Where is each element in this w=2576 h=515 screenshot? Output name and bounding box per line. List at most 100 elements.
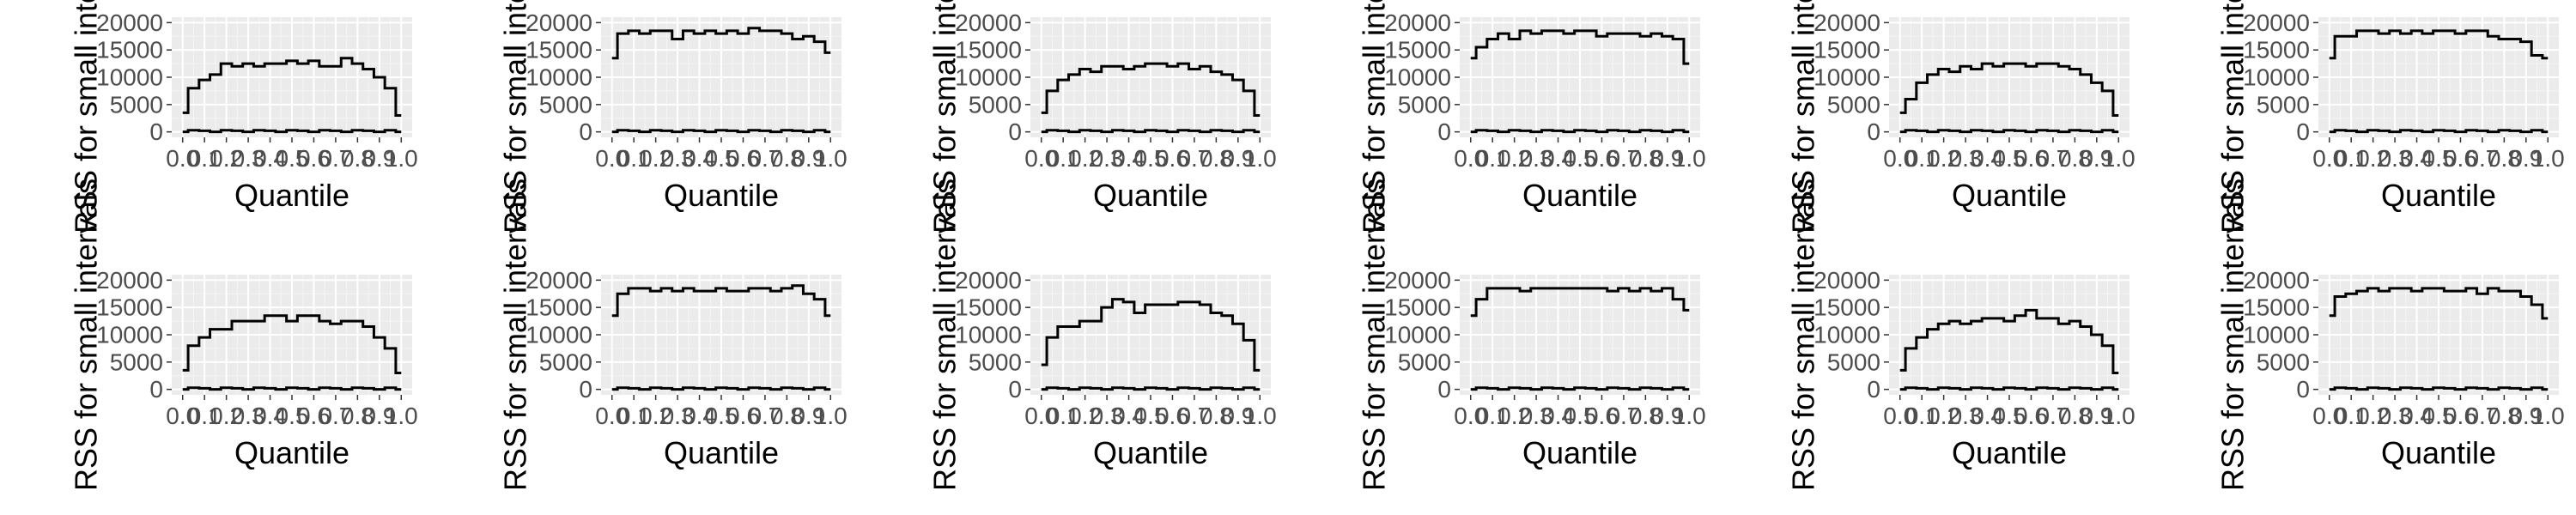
y-tick-label: 5000 [2257, 91, 2310, 118]
y-tick-label: 10000 [96, 64, 163, 91]
x-tick-label: 0.6 [2444, 145, 2477, 172]
y-tick-label: 0 [1008, 118, 1022, 145]
x-tick-label: 0.7 [748, 403, 781, 429]
x-tick-label: 0.5 [1564, 145, 1597, 172]
x-tick-label: 0.7 [2465, 403, 2499, 429]
y-tick-label: 15000 [1384, 294, 1451, 321]
x-tick-label: 0.2 [2356, 403, 2390, 429]
x-tick-label: 0.3 [1091, 145, 1124, 172]
x-tick-label: 0.3 [1520, 145, 1553, 172]
x-tick-label: 0.8 [2488, 145, 2521, 172]
y-tick-label: 10000 [955, 322, 1022, 348]
x-axis-title: Quantile [234, 178, 349, 213]
x-tick-label: 0.1 [2335, 145, 2368, 172]
x-tick-label: 0.1 [2335, 403, 2368, 429]
y-tick-label: 5000 [1398, 91, 1451, 118]
y-tick-label: 15000 [526, 294, 592, 321]
series-line-2 [1899, 129, 2119, 134]
x-tick-label: 0.1 [1476, 403, 1510, 429]
x-tick-label: 0.9 [1221, 145, 1255, 172]
y-axis-title: RSS for small intervals [69, 179, 104, 491]
x-tick-label: 0.4 [683, 403, 716, 429]
x-tick-label: 0.5 [2422, 145, 2456, 172]
y-tick-label: 20000 [526, 267, 592, 294]
x-tick-label: 1.0 [1243, 145, 1277, 172]
x-tick-label: 0.2 [1927, 145, 1960, 172]
y-tick-label: 20000 [1384, 267, 1451, 294]
x-tick-label: 0.3 [661, 403, 695, 429]
x-axis-title: Quantile [1952, 178, 2067, 213]
x-tick-label: 0.7 [2036, 403, 2069, 429]
x-tick-label: 0.7 [748, 145, 781, 172]
series-line-2 [2329, 386, 2549, 391]
y-tick-label: 10000 [96, 322, 163, 348]
x-tick-label: 0.9 [362, 403, 396, 429]
series-line-1 [1899, 62, 2119, 118]
x-tick-label: 0.3 [661, 145, 695, 172]
y-tick-label: 0 [1867, 376, 1880, 403]
y-tick-label: 10000 [2243, 64, 2310, 91]
x-tick-label: 0.1 [617, 403, 651, 429]
series-line-2 [1470, 129, 1690, 134]
x-tick-label: 0.5 [2422, 403, 2456, 429]
chart-panel-11: 050001000015000200000.00.10.20.30.40.50.… [1786, 179, 2136, 491]
x-tick-label: 0.3 [232, 145, 265, 172]
y-axis-title: RSS for small intervals [69, 0, 104, 233]
x-tick-label: 0.4 [2400, 145, 2433, 172]
x-axis-title: Quantile [2381, 435, 2496, 470]
x-tick-label: 1.0 [814, 403, 848, 429]
x-tick-label: 0.5 [705, 145, 738, 172]
x-tick-label: 0.8 [2058, 145, 2092, 172]
y-axis-title: RSS for small intervals [1786, 179, 1821, 491]
x-tick-label: 1.0 [2102, 403, 2136, 429]
x-tick-label: 0.8 [1200, 403, 1233, 429]
y-tick-label: 20000 [526, 9, 592, 36]
y-tick-label: 0 [2296, 376, 2310, 403]
y-tick-label: 20000 [955, 9, 1022, 36]
x-axis-title: Quantile [1093, 435, 1208, 470]
x-tick-label: 0.2 [2356, 145, 2390, 172]
x-tick-label: 0.2 [1927, 403, 1960, 429]
series-line-1 [182, 57, 402, 118]
x-tick-label: 0.0 [595, 403, 629, 429]
x-axis-title: Quantile [1522, 178, 1637, 213]
series-line-2 [611, 129, 831, 134]
x-axis-title: Quantile [664, 178, 779, 213]
y-tick-label: 5000 [110, 348, 163, 375]
y-tick-label: 10000 [1384, 64, 1451, 91]
x-tick-label: 0.9 [2080, 145, 2113, 172]
chart-panel-3: 050001000015000200000.00.10.20.30.40.50.… [927, 0, 1277, 233]
y-tick-label: 20000 [955, 267, 1022, 294]
y-tick-label: 15000 [955, 294, 1022, 321]
x-tick-label: 0.6 [297, 403, 331, 429]
y-tick-label: 15000 [2243, 37, 2310, 64]
x-tick-label: 0.4 [1541, 145, 1575, 172]
y-tick-label: 20000 [1814, 9, 1880, 36]
chart-panels: 050001000015000200000.00.10.20.30.40.50.… [69, 0, 2565, 491]
x-tick-label: 1.0 [814, 145, 848, 172]
series-line-2 [1470, 386, 1690, 391]
x-axis-title: Quantile [2381, 178, 2496, 213]
y-tick-label: 5000 [1398, 348, 1451, 375]
x-tick-label: 0.0 [166, 403, 199, 429]
y-tick-label: 15000 [526, 37, 592, 64]
x-tick-label: 0.4 [1112, 403, 1145, 429]
chart-panel-7: 050001000015000200000.00.10.20.30.40.50.… [69, 179, 418, 491]
y-tick-label: 10000 [1814, 322, 1880, 348]
y-tick-label: 0 [149, 376, 163, 403]
x-tick-label: 0.4 [683, 145, 716, 172]
x-tick-label: 0.1 [617, 145, 651, 172]
x-tick-label: 0.8 [2058, 403, 2092, 429]
x-axis-title: Quantile [1522, 435, 1637, 470]
x-tick-label: 0.7 [319, 403, 352, 429]
x-tick-label: 0.3 [1091, 403, 1124, 429]
y-axis-title: RSS for small intervals [927, 0, 963, 233]
chart-panel-1: 050001000015000200000.00.10.20.30.40.50.… [69, 0, 418, 233]
x-tick-label: 0.9 [2080, 403, 2113, 429]
x-tick-label: 0.2 [210, 145, 243, 172]
y-tick-label: 5000 [110, 91, 163, 118]
x-tick-label: 0.7 [1607, 403, 1640, 429]
chart-panel-8: 050001000015000200000.00.10.20.30.40.50.… [498, 179, 848, 491]
chart-panel-5: 050001000015000200000.00.10.20.30.40.50.… [1786, 0, 2136, 233]
